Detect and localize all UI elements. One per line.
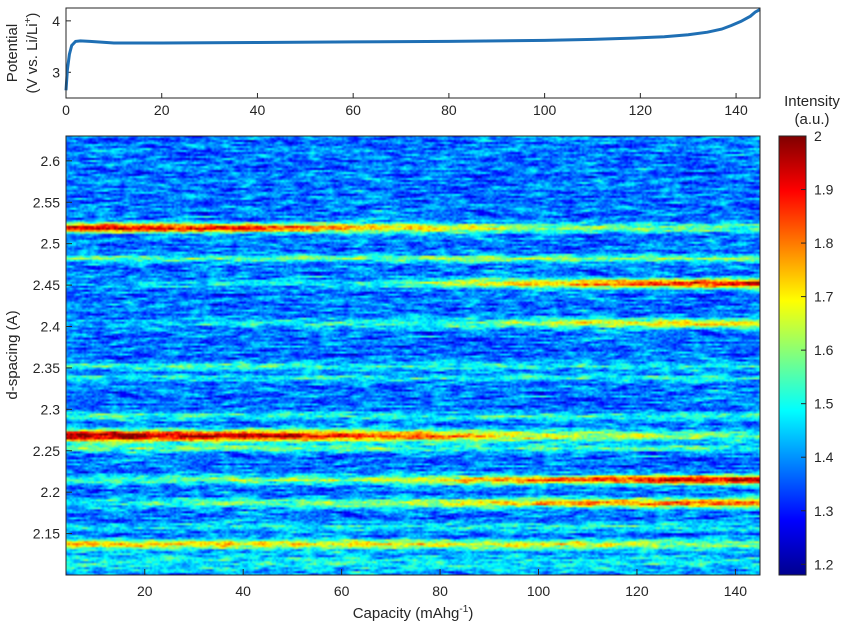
colorbar-tick-label: 1.9 <box>814 182 834 198</box>
voltage-axes-box <box>65 7 761 99</box>
voltage-ticks: 0 20 40 60 80 100 120 140 3 4 <box>52 13 748 118</box>
heatmap-xtick-label: 100 <box>527 583 551 599</box>
voltage-plot-area <box>66 8 760 98</box>
heatmap-ytick-label: 2.6 <box>41 153 61 169</box>
voltage-xtick-label: 140 <box>724 102 748 118</box>
voltage-xtick-label: 20 <box>154 102 170 118</box>
colorbar-gradient <box>779 136 806 575</box>
heatmap-xtick-label: 20 <box>137 583 153 599</box>
voltage-ytick-label: 3 <box>52 64 60 80</box>
voltage-xtick-label: 60 <box>345 102 361 118</box>
colorbar-tick-label: 1.3 <box>814 503 834 519</box>
voltage-xtick-label: 0 <box>62 102 70 118</box>
heatmap-xtick-label: 60 <box>334 583 350 599</box>
voltage-xtick-label: 40 <box>250 102 266 118</box>
colorbar: 1.2 1.3 1.4 1.5 1.6 1.7 1.8 1.9 2 Intensity (a.u… <box>778 93 840 576</box>
heatmap-ytick-label: 2.25 <box>33 443 60 459</box>
voltage-xtick-label: 120 <box>629 102 653 118</box>
heatmap-xlabel: Capacity (mAhg-1) <box>353 604 474 622</box>
colorbar-title-line1: Intensity <box>784 93 840 110</box>
voltage-xtick-label: 100 <box>533 102 557 118</box>
voltage-ytick-label: 4 <box>52 13 60 29</box>
heatmap-ytick-label: 2.4 <box>41 319 61 335</box>
heatmap-ytick-label: 2.2 <box>41 484 61 500</box>
colorbar-tick-label: 1.4 <box>814 449 834 465</box>
heatmap-ytick-label: 2.5 <box>41 236 61 252</box>
colorbar-ticks: 1.2 1.3 1.4 1.5 1.6 1.7 1.8 1.9 2 <box>801 128 834 572</box>
voltage-ylabel-line1: Potential <box>4 24 21 82</box>
heatmap-panel: 20 40 60 80 100 120 140 2.15 2.2 2.25 2.3 2.35 2.4 2.… <box>4 135 761 622</box>
colorbar-box <box>778 135 807 576</box>
voltage-series-line <box>64 8 761 91</box>
colorbar-tick-label: 2 <box>814 128 822 144</box>
heatmap-ticks: 20 40 60 80 100 120 140 2.15 2.2 2.25 2.3 2.35 2.4 2.… <box>33 153 748 599</box>
heatmap-ytick-label: 2.55 <box>33 194 60 210</box>
heatmap-xtick-label: 120 <box>625 583 649 599</box>
colorbar-tick-label: 1.5 <box>814 396 834 412</box>
heatmap-image <box>66 136 760 575</box>
voltage-xtick-label: 80 <box>441 102 457 118</box>
voltage-ylabel-line2: (V vs. Li/Li+) <box>23 13 41 94</box>
heatmap-axes-box <box>65 135 761 576</box>
heatmap-xtick-label: 40 <box>235 583 251 599</box>
heatmap-xtick-label: 80 <box>432 583 448 599</box>
heatmap-ytick-label: 2.35 <box>33 360 60 376</box>
voltage-panel: 0 20 40 60 80 100 120 140 3 4 Potential (V vs. Li… <box>4 7 761 118</box>
colorbar-tick-label: 1.8 <box>814 235 834 251</box>
heatmap-ylabel: d-spacing (A) <box>4 310 21 399</box>
colorbar-tick-label: 1.6 <box>814 342 834 358</box>
heatmap-ytick-label: 2.3 <box>41 401 61 417</box>
colorbar-tick-label: 1.2 <box>814 556 834 572</box>
heatmap-xtick-label: 140 <box>724 583 748 599</box>
heatmap-ytick-label: 2.15 <box>33 526 60 542</box>
colorbar-title-line2: (a.u.) <box>794 111 829 128</box>
heatmap-ytick-label: 2.45 <box>33 277 60 293</box>
colorbar-tick-label: 1.7 <box>814 289 834 305</box>
